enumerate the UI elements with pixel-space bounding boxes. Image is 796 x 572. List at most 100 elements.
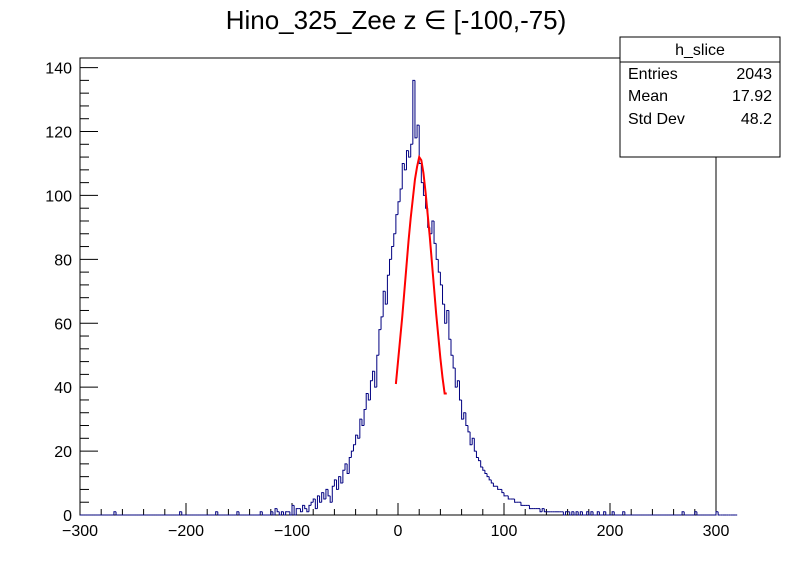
histogram-bin — [484, 470, 488, 474]
y-tick-label: 80 — [54, 252, 72, 269]
x-tick-label: −200 — [168, 523, 204, 540]
histogram-bin — [408, 150, 411, 158]
histogram-bin — [694, 511, 697, 515]
histogram-bin — [571, 511, 574, 515]
histogram-bin — [217, 511, 220, 516]
histogram-bin — [280, 511, 284, 515]
histogram-bin — [261, 511, 265, 516]
histogram-bin — [482, 467, 485, 471]
histogram-bin — [299, 508, 303, 513]
histogram-bin — [333, 479, 337, 487]
stats-entries-label: Entries — [628, 66, 678, 83]
histogram-bin — [270, 511, 273, 515]
histogram-bin — [310, 501, 314, 506]
histogram-bin — [382, 290, 386, 317]
histogram-bin — [115, 511, 119, 516]
histogram-bin — [717, 511, 721, 516]
histogram-bin — [579, 511, 583, 515]
histogram-bin — [514, 499, 517, 503]
histogram-bin — [422, 182, 426, 196]
histogram-bin — [285, 511, 288, 515]
histogram-bin — [507, 495, 511, 500]
histogram-bin — [611, 511, 615, 515]
histogram-bin — [329, 495, 333, 503]
y-tick-label: 100 — [45, 188, 72, 205]
x-tick-label: −100 — [274, 523, 310, 540]
histogram-bin — [348, 456, 352, 474]
histogram-bin — [448, 310, 451, 340]
histogram-bin — [475, 451, 479, 458]
histogram-bin — [420, 163, 424, 184]
y-axis: 0 20 40 60 80 100 120 140 — [45, 61, 98, 525]
histogram-bin — [486, 473, 490, 478]
histogram-bin — [410, 143, 413, 158]
histogram-bin — [528, 505, 532, 510]
histogram-bin — [461, 399, 464, 420]
histogram-bin — [336, 479, 339, 490]
x-tick-label: 300 — [703, 523, 730, 540]
histogram-bin — [681, 511, 685, 515]
histogram-bin — [304, 505, 307, 510]
histogram-bin — [588, 511, 591, 516]
histogram-bin — [274, 508, 278, 515]
stats-stddev-label: Std Dev — [628, 111, 685, 128]
histogram-bin — [596, 511, 600, 515]
histogram-bin — [439, 272, 443, 286]
histogram-bin — [352, 444, 356, 452]
x-axis: −300 −200 −100 0 100 200 300 — [62, 503, 729, 540]
histogram-bin — [331, 485, 335, 503]
histogram-series — [80, 79, 738, 516]
histogram-bin — [302, 504, 305, 512]
histogram-bin — [581, 511, 585, 516]
histogram-bin — [391, 246, 394, 260]
y-tick-label: 40 — [54, 380, 72, 397]
histogram-bin — [450, 339, 454, 356]
histogram-bin — [283, 511, 286, 516]
histogram-bin — [342, 469, 345, 484]
histogram-bin — [467, 425, 471, 433]
histogram-bin — [327, 489, 331, 497]
histogram-bin — [401, 162, 405, 190]
histogram-bin — [259, 511, 263, 515]
fit-line — [394, 154, 447, 395]
histogram-bin — [437, 259, 441, 273]
histogram-bin — [346, 463, 350, 474]
histogram-bin — [291, 504, 295, 515]
histogram-bin — [238, 511, 242, 516]
histogram-bin — [384, 291, 388, 305]
histogram-bin — [431, 220, 435, 234]
histogram-bin — [276, 508, 280, 513]
histogram-bin — [350, 450, 354, 458]
histogram-bin — [319, 495, 322, 503]
histogram-bin — [325, 488, 329, 500]
histogram-bin — [369, 380, 373, 400]
histogram-bin — [622, 511, 625, 515]
histogram-bin — [442, 284, 445, 305]
histogram-bin — [378, 329, 382, 356]
stats-box: h_slice Entries 2043 Mean 17.92 Std Dev … — [619, 36, 781, 158]
histogram-bin — [520, 502, 524, 506]
histogram-bin — [452, 355, 456, 369]
histogram-bin — [412, 79, 415, 145]
histogram-bin — [278, 511, 282, 516]
histogram-bin — [306, 508, 309, 513]
histogram-bin — [577, 511, 581, 516]
stats-box-title: h_slice — [675, 42, 725, 59]
histogram-bin — [454, 367, 458, 388]
histogram-bin — [393, 233, 396, 247]
histogram-bin — [374, 371, 377, 388]
histogram-bin — [308, 504, 312, 512]
histogram-bin — [338, 476, 341, 490]
histogram-bin — [433, 220, 437, 244]
histogram-bin — [372, 370, 375, 381]
chart-title: Hino_325_Zee z ∈ [-100,-75) — [226, 5, 567, 35]
histogram-bin — [295, 508, 299, 515]
x-tick-label: 100 — [491, 523, 518, 540]
stats-mean-label: Mean — [628, 88, 668, 105]
histogram-bin — [389, 258, 392, 276]
histogram-bin — [323, 492, 326, 500]
histogram-bin — [575, 511, 579, 515]
x-tick-label: 0 — [394, 523, 403, 540]
histogram-bin — [376, 354, 379, 388]
histogram-bin — [405, 150, 409, 170]
